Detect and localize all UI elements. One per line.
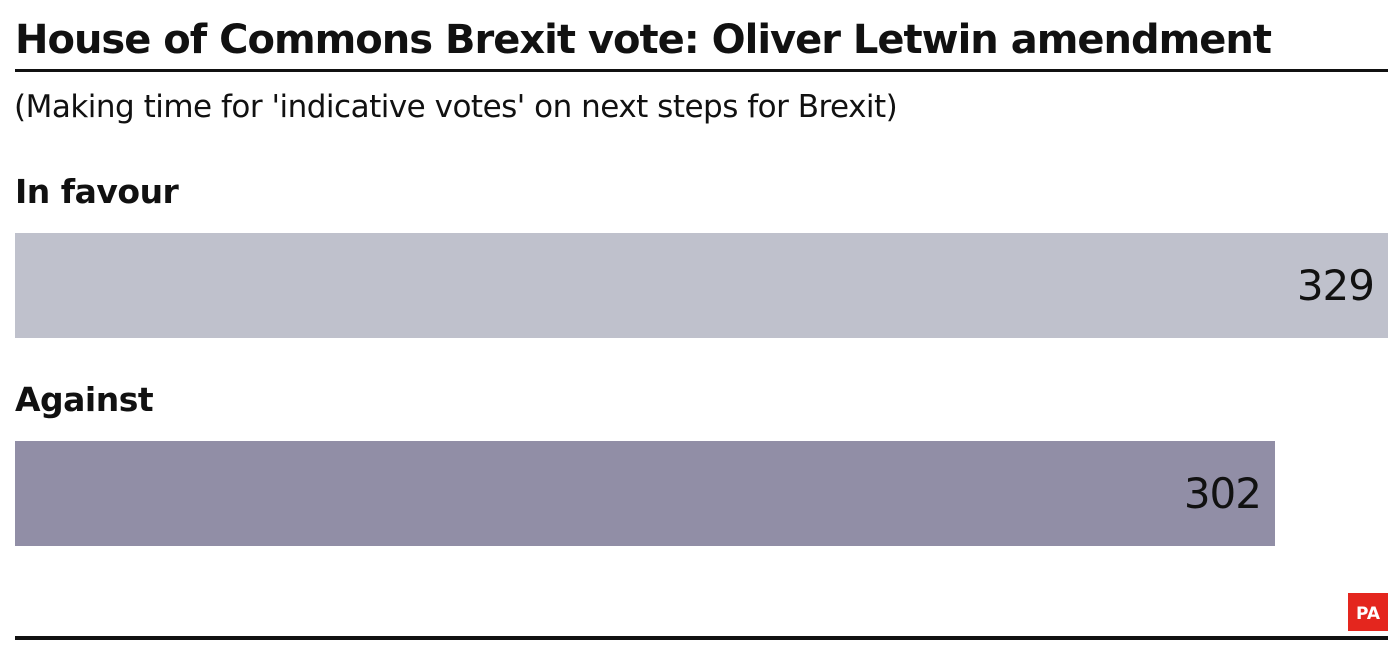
- bottom-divider: [15, 636, 1388, 640]
- title-divider: [15, 69, 1388, 72]
- bar-against: [15, 441, 1275, 546]
- chart-title: House of Commons Brexit vote: Oliver Let…: [15, 17, 1272, 63]
- bar-value-label-against: 302: [1183, 469, 1262, 518]
- chart-subtitle: (Making time for 'indicative votes' on n…: [14, 89, 898, 125]
- pa-logo-background: [1348, 593, 1388, 631]
- bar-value-label-in-favour: 329: [1296, 261, 1375, 310]
- category-label-against: Against: [15, 380, 154, 419]
- bar-in-favour: [15, 233, 1388, 338]
- pa-logo-text: PA: [1356, 604, 1381, 624]
- pa-logo-icon: PA: [1348, 593, 1388, 631]
- category-label-in-favour: In favour: [15, 172, 179, 211]
